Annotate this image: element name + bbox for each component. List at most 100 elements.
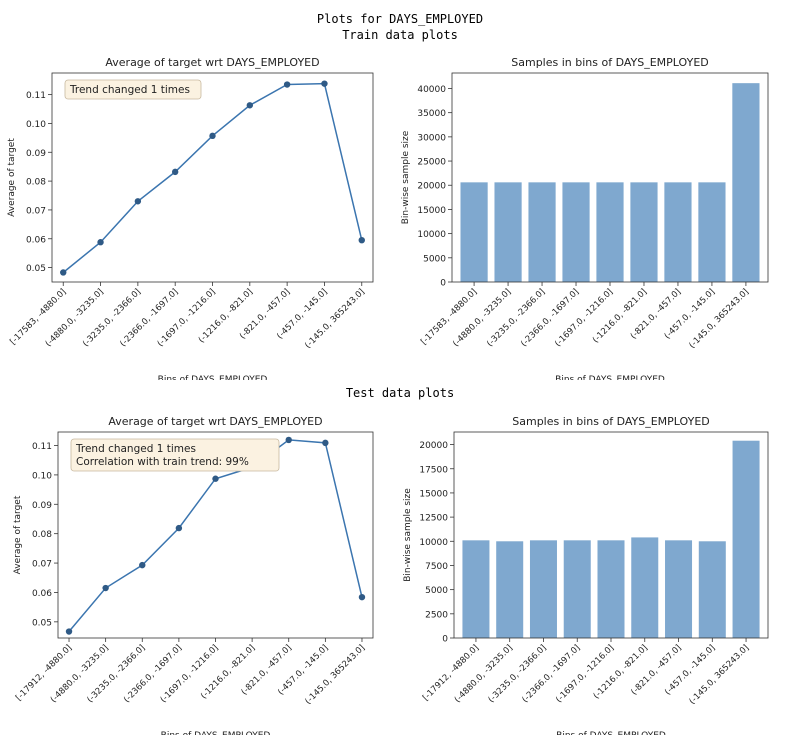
bar	[664, 182, 692, 282]
y-tick-label: 0	[442, 635, 448, 645]
y-tick-label: 15000	[419, 489, 448, 499]
y-tick-label: 0.10	[32, 471, 52, 481]
bar	[732, 440, 760, 638]
y-tick-label: 5000	[425, 586, 448, 596]
data-point	[102, 584, 109, 592]
data-point	[358, 593, 366, 601]
bar	[563, 540, 591, 638]
x-tick-label: (-1697.0, -1216.0]	[554, 643, 616, 705]
y-tick-label: 0.11	[32, 442, 52, 452]
y-axis-label: Average of target	[13, 495, 23, 574]
data-point	[139, 561, 146, 569]
bar	[597, 540, 625, 638]
bar	[529, 540, 557, 638]
test-section-title: Test data plots	[345, 386, 455, 400]
data-point	[322, 439, 329, 447]
y-tick-label: 30000	[417, 133, 446, 143]
y-tick-label: 0.06	[32, 589, 52, 599]
data-point	[171, 168, 179, 176]
bar	[528, 182, 556, 282]
test-sample-size-chart: Samples in bins of DAYS_EMPLOYED 0 2500 500…	[403, 415, 769, 735]
figure-title: Plots for DAYS_EMPLOYED	[316, 12, 484, 26]
y-axis-label: Bin-wise sample size	[401, 130, 411, 224]
x-tick-label: (-3235.0, -2366.0]	[487, 643, 549, 705]
bar	[698, 182, 726, 282]
annotation-text: Trend changed 1 times	[69, 84, 190, 96]
y-tick-label: 0.07	[26, 206, 46, 216]
x-tick-label: (-1697.0, -1216.0]	[553, 287, 615, 349]
bar	[462, 540, 490, 638]
train-target-average-chart: Average of target wrt DAYS_EMPLOYED 0.05 0…	[7, 56, 374, 380]
bar	[631, 537, 659, 638]
y-tick-label: 20000	[417, 182, 446, 192]
plot-frame	[51, 72, 374, 283]
x-tick-label: (-4880.0, -3235.0]	[451, 287, 513, 349]
y-tick-label: 0.07	[32, 560, 52, 570]
x-tick-label: (-2366.0, -1697.0]	[520, 643, 582, 705]
bar	[596, 182, 624, 282]
annotation-text: Correlation with train trend: 99%	[76, 456, 249, 468]
y-axis-label: Bin-wise sample size	[403, 488, 413, 582]
data-point	[246, 102, 254, 109]
data-point	[321, 80, 328, 87]
bar	[460, 182, 488, 282]
y-tick-label: 5000	[423, 254, 446, 264]
trend-line	[62, 82, 363, 274]
y-tick-label: 0.09	[26, 149, 46, 159]
data-point	[134, 198, 142, 205]
annotation-box	[64, 79, 202, 100]
x-tick-label: (-145.0, 365243.0]	[688, 643, 752, 707]
y-tick-label: 15000	[417, 206, 446, 216]
chart-title: Average of target wrt DAYS_EMPLOYED	[108, 415, 322, 428]
y-tick-label: 0.11	[26, 91, 46, 101]
chart-title: Average of target wrt DAYS_EMPLOYED	[105, 56, 319, 69]
y-tick-label: 0.06	[26, 235, 46, 245]
x-axis-label: Bins of DAYS_EMPLOYED	[161, 731, 271, 735]
test-target-average-chart: Average of target wrt DAYS_EMPLOYED 0.05 0…	[13, 415, 374, 735]
bar	[630, 182, 658, 282]
bar	[562, 182, 590, 282]
data-point	[97, 239, 104, 246]
chart-title: Samples in bins of DAYS_EMPLOYED	[512, 415, 710, 428]
data-point	[65, 628, 73, 635]
x-tick-label: [-17583, -4880.0]	[419, 287, 479, 347]
y-tick-label: 20000	[419, 441, 448, 451]
x-tick-label: [-17912, -4880.0]	[421, 643, 481, 703]
y-tick-label: 35000	[417, 109, 446, 119]
bar	[665, 540, 693, 638]
y-tick-label: 0.05	[32, 618, 52, 628]
x-axis-label: Bins of DAYS_EMPLOYED	[555, 375, 665, 380]
y-tick-label: 0.05	[26, 264, 46, 274]
data-point	[358, 237, 365, 244]
y-tick-label: 17500	[419, 465, 448, 475]
train-section-title: Train data plots	[342, 28, 458, 42]
x-axis-label: Bins of DAYS_EMPLOYED	[158, 375, 268, 380]
bar	[496, 541, 524, 638]
x-axis-label: Bins of DAYS_EMPLOYED	[556, 731, 666, 735]
train-sample-size-chart: Samples in bins of DAYS_EMPLOYED 0 5000 100…	[401, 56, 769, 380]
annotation-text: Trend changed 1 times	[75, 443, 196, 455]
bar	[732, 83, 760, 282]
y-tick-label: 10000	[417, 230, 446, 240]
y-tick-label: 40000	[417, 85, 446, 95]
y-tick-label: 0.08	[32, 530, 52, 540]
y-tick-label: 0.08	[26, 178, 46, 188]
data-point	[212, 475, 219, 482]
y-tick-label: 7500	[425, 562, 448, 572]
chart-title: Samples in bins of DAYS_EMPLOYED	[511, 56, 709, 69]
x-tick-label: (-3235.0, -2366.0]	[485, 287, 547, 349]
y-axis-label: Average of target	[7, 138, 17, 217]
y-tick-label: 0.09	[32, 501, 52, 511]
y-tick-label: 2500	[425, 610, 448, 620]
data-point	[60, 269, 67, 276]
y-tick-label: 0	[440, 279, 446, 289]
y-tick-label: 25000	[417, 158, 446, 168]
x-tick-label: (-2366.0, -1697.0]	[519, 287, 581, 349]
annotation-box	[70, 438, 280, 472]
x-tick-label: (-4880.0, -3235.0]	[453, 643, 515, 705]
y-tick-label: 12500	[419, 514, 448, 524]
y-tick-label: 10000	[419, 538, 448, 548]
data-point	[283, 81, 291, 88]
bar	[494, 182, 522, 282]
x-tick-label: (-145.0, 365243.0]	[687, 287, 751, 351]
